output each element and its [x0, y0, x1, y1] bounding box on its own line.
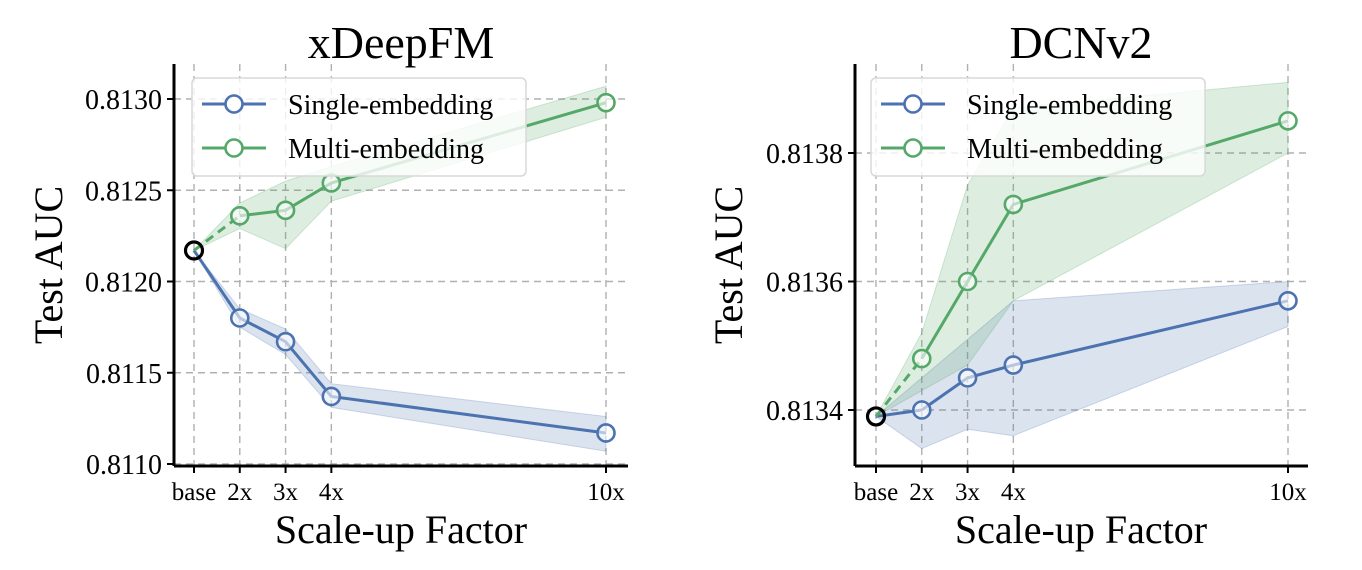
data-point-single — [911, 400, 932, 420]
y-axis-label: Test AUC — [706, 186, 751, 344]
data-point-multi — [596, 92, 616, 113]
base-point-marker — [183, 240, 205, 261]
chart-panel-0: 0.8110 0.8115 0.8120 0.8125 0.8130 base 2x 3x 4x… — [26, 17, 628, 552]
data-point-multi — [1278, 111, 1298, 131]
data-point-single — [275, 331, 296, 352]
data-point-single — [1278, 290, 1298, 311]
data-point-single — [1003, 355, 1024, 375]
data-point-single — [229, 308, 250, 328]
x-tick-label: 3x — [273, 479, 299, 506]
legend-label: Multi-embedding — [288, 134, 484, 165]
x-tick-label: base — [854, 479, 898, 506]
data-point-single — [957, 368, 978, 388]
data-point-single — [321, 386, 342, 407]
legend-marker-single — [903, 94, 923, 114]
legend-marker-single — [224, 94, 244, 114]
legend: Single-embedding Multi-embedding — [191, 77, 527, 177]
legend-box — [870, 77, 1206, 177]
series-line-segment-multi — [874, 357, 923, 418]
data-point-single — [596, 423, 616, 443]
chart-panel-1: 0.8134 0.8136 0.8138 base 2x 3x 4x 10x Single-em… — [706, 17, 1308, 552]
data-point-multi — [911, 348, 932, 369]
x-tick-label: 4x — [319, 479, 345, 506]
legend-box — [191, 77, 527, 177]
y-axis-label: Test AUC — [26, 186, 71, 344]
x-tick-label: 2x — [909, 479, 935, 506]
series-line-segment-single — [192, 249, 242, 319]
chart-title: DCNv2 — [1009, 17, 1152, 68]
legend-marker-multi — [224, 138, 244, 158]
legend-marker-multi — [903, 138, 923, 158]
series-line-single — [920, 299, 1289, 412]
data-point-multi — [957, 271, 978, 292]
y-tick-label: 0.8115 — [86, 359, 162, 390]
x-tick-label: 2x — [227, 479, 253, 506]
x-tick-label: 10x — [1269, 479, 1307, 506]
x-tick-label: 3x — [955, 479, 981, 506]
y-tick-label: 0.8136 — [766, 268, 843, 299]
x-tick-label: 4x — [1001, 479, 1027, 506]
y-tick-label: 0.8110 — [86, 450, 162, 481]
y-tick-label: 0.8138 — [766, 139, 843, 170]
x-axis-label: Scale-up Factor — [955, 507, 1207, 552]
legend-label: Multi-embedding — [967, 134, 1163, 165]
x-tick-label: base — [172, 479, 216, 506]
confidence-band-single — [193, 250, 607, 452]
chart-title: xDeepFM — [308, 17, 495, 68]
data-point-multi — [321, 173, 342, 193]
x-axis-label: Scale-up Factor — [275, 507, 527, 552]
data-point-multi — [1003, 194, 1024, 215]
x-tick-label: 10x — [587, 479, 625, 506]
y-tick-label: 0.8120 — [85, 268, 162, 299]
legend-label: Single-embedding — [288, 90, 493, 121]
y-tick-label: 0.8134 — [766, 396, 843, 427]
series-line-single — [239, 316, 607, 435]
legend-label: Single-embedding — [967, 90, 1172, 121]
y-tick-label: 0.8130 — [85, 85, 162, 116]
data-point-multi — [275, 200, 296, 221]
data-point-multi — [229, 206, 250, 226]
base-point-marker — [865, 406, 887, 427]
y-tick-label: 0.8125 — [85, 176, 162, 207]
legend: Single-embedding Multi-embedding — [870, 77, 1206, 177]
